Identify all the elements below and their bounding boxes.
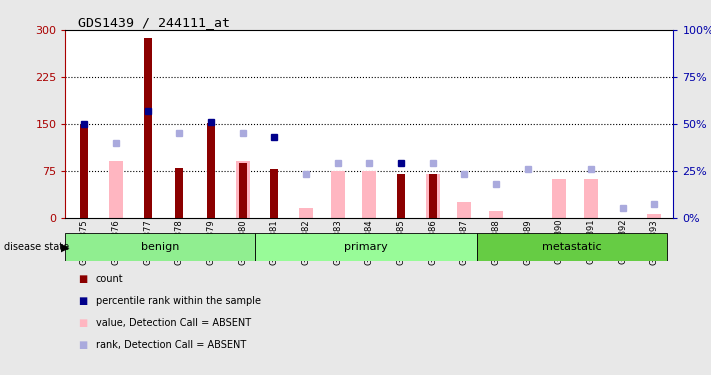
Bar — [109, 161, 123, 218]
Text: metastatic: metastatic — [542, 242, 602, 252]
Bar — [80, 125, 88, 217]
Bar — [489, 211, 503, 217]
Bar — [144, 38, 151, 218]
Bar — [299, 208, 313, 218]
Bar — [207, 123, 215, 218]
Bar — [477, 232, 667, 261]
Bar — [426, 174, 440, 217]
Bar — [331, 171, 345, 217]
Text: rank, Detection Call = ABSENT: rank, Detection Call = ABSENT — [96, 340, 246, 350]
Bar — [65, 232, 255, 261]
Bar — [235, 161, 250, 218]
Bar — [255, 232, 477, 261]
Bar — [457, 202, 471, 217]
Bar — [584, 179, 598, 218]
Text: ■: ■ — [78, 274, 87, 284]
Bar — [362, 171, 377, 217]
Text: ■: ■ — [78, 318, 87, 328]
Bar — [397, 174, 405, 217]
Text: count: count — [96, 274, 124, 284]
Text: ■: ■ — [78, 340, 87, 350]
Text: benign: benign — [141, 242, 180, 252]
Text: ■: ■ — [78, 296, 87, 306]
Text: percentile rank within the sample: percentile rank within the sample — [96, 296, 261, 306]
Text: value, Detection Call = ABSENT: value, Detection Call = ABSENT — [96, 318, 251, 328]
Bar — [176, 168, 183, 217]
Bar — [239, 162, 247, 218]
Text: GDS1439 / 244111_at: GDS1439 / 244111_at — [77, 16, 230, 29]
Text: disease state: disease state — [4, 243, 69, 252]
Bar — [647, 214, 661, 217]
Bar — [429, 174, 437, 217]
Text: ▶: ▶ — [61, 243, 70, 252]
Bar — [270, 169, 278, 217]
Bar — [552, 179, 567, 218]
Text: primary: primary — [344, 242, 388, 252]
